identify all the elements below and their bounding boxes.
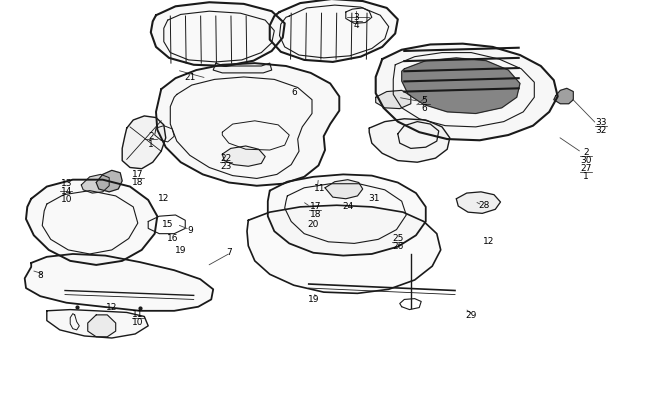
Polygon shape	[325, 180, 363, 199]
Text: 11: 11	[132, 309, 144, 318]
Text: 22: 22	[220, 153, 232, 162]
Text: 2: 2	[584, 147, 589, 156]
Text: 10: 10	[132, 318, 144, 326]
Text: 2: 2	[148, 131, 153, 140]
Text: 16: 16	[166, 234, 178, 243]
Text: 17: 17	[132, 170, 144, 179]
Text: 17: 17	[309, 201, 321, 210]
Text: 19: 19	[307, 294, 319, 303]
Text: 20: 20	[307, 219, 319, 228]
Text: 32: 32	[595, 126, 607, 135]
Text: 9: 9	[187, 226, 192, 234]
Polygon shape	[81, 175, 109, 194]
Polygon shape	[96, 171, 122, 192]
Text: 6: 6	[421, 104, 426, 113]
Polygon shape	[88, 315, 116, 337]
Text: 15: 15	[162, 219, 174, 228]
Polygon shape	[156, 64, 339, 186]
Text: 27: 27	[580, 164, 592, 173]
Polygon shape	[122, 117, 166, 169]
Text: 11: 11	[314, 184, 326, 193]
Text: 5: 5	[421, 96, 426, 105]
Text: 19: 19	[175, 246, 187, 255]
Text: 28: 28	[478, 200, 490, 209]
Polygon shape	[25, 254, 213, 311]
Text: 8: 8	[38, 270, 43, 279]
Polygon shape	[222, 147, 265, 167]
Polygon shape	[151, 3, 285, 67]
Polygon shape	[268, 175, 426, 256]
Text: 12: 12	[106, 303, 118, 311]
Text: 3: 3	[354, 13, 359, 21]
Text: 12: 12	[483, 237, 495, 245]
Text: 4: 4	[354, 21, 359, 30]
Polygon shape	[369, 119, 450, 163]
Text: 30: 30	[580, 156, 592, 164]
Text: 25: 25	[392, 234, 404, 243]
Text: 1: 1	[584, 172, 589, 181]
Text: 21: 21	[184, 73, 196, 82]
Polygon shape	[270, 0, 398, 63]
Text: 26: 26	[392, 242, 404, 251]
Text: 24: 24	[342, 201, 354, 210]
Text: 14: 14	[60, 187, 72, 196]
Text: 31: 31	[368, 193, 380, 202]
Polygon shape	[376, 91, 411, 109]
Text: 18: 18	[132, 178, 144, 187]
Text: 1: 1	[148, 139, 153, 148]
Polygon shape	[376, 45, 558, 141]
Polygon shape	[456, 192, 500, 214]
Text: 12: 12	[158, 194, 170, 203]
Polygon shape	[213, 64, 272, 74]
Text: 18: 18	[309, 209, 321, 218]
Text: 23: 23	[220, 162, 232, 171]
Polygon shape	[402, 59, 520, 114]
Polygon shape	[47, 310, 148, 338]
Text: 10: 10	[60, 195, 72, 204]
Text: 33: 33	[595, 118, 607, 127]
Text: 13: 13	[60, 179, 72, 188]
Polygon shape	[247, 206, 441, 294]
Polygon shape	[26, 180, 157, 265]
Text: 29: 29	[465, 311, 477, 320]
Text: 7: 7	[226, 247, 231, 256]
Text: 6: 6	[291, 88, 296, 97]
Polygon shape	[554, 89, 573, 104]
